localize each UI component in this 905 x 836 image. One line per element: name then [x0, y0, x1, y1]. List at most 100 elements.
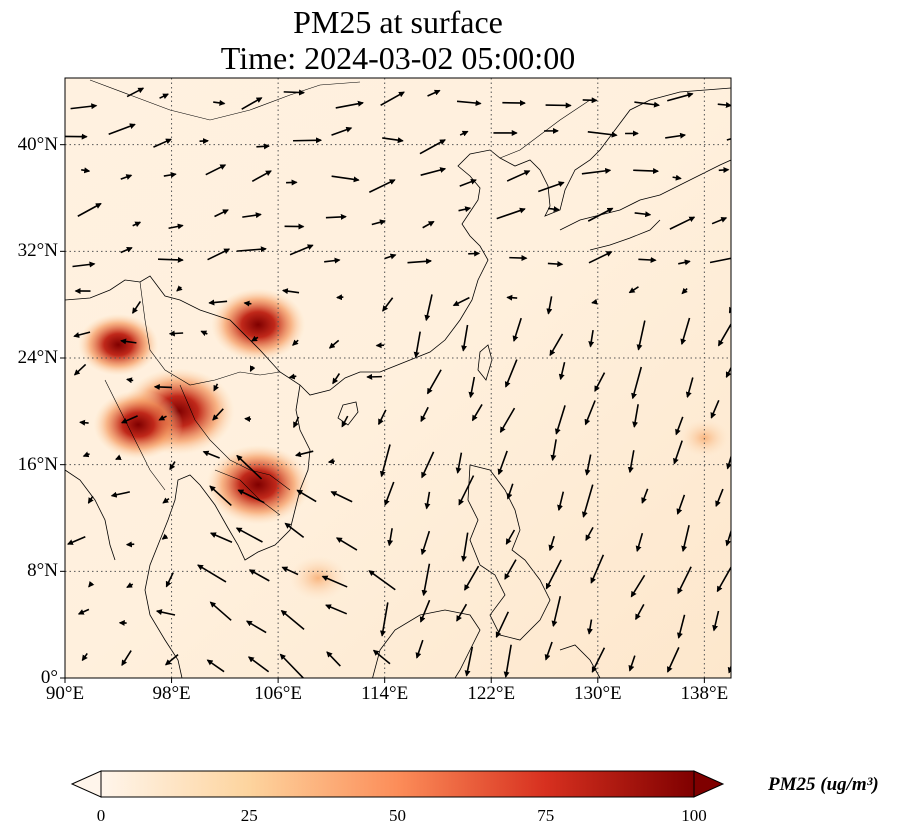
wind-arrow: [717, 102, 731, 108]
wind-arrow: [627, 450, 635, 474]
wind-arrow: [558, 361, 566, 381]
wind-arrow: [419, 599, 431, 623]
wind-arrow: [591, 298, 598, 305]
wind-arrow: [420, 530, 431, 556]
wind-arrow: [587, 131, 618, 138]
wind-arrow: [677, 566, 692, 595]
y-tick-label: 40°N: [17, 133, 58, 155]
map-frame: [64, 77, 732, 679]
wind-arrow: [247, 656, 270, 673]
pm25-hotspot: [93, 390, 184, 460]
wind-arrow: [387, 528, 394, 547]
wind-arrow: [426, 369, 442, 395]
gridlines: [65, 78, 731, 678]
wind-arrow: [289, 244, 314, 256]
wind-arrow: [452, 296, 470, 307]
wind-arrow: [459, 130, 469, 137]
wind-arrow: [716, 566, 731, 593]
country-borders: [89, 79, 591, 516]
wind-arrow: [202, 450, 220, 459]
wind-arrow: [158, 414, 167, 421]
wind-arrow: [461, 324, 469, 352]
wind-arrow: [125, 541, 135, 548]
wind-arrow: [327, 458, 335, 465]
wind-arrow: [628, 286, 639, 294]
wind-arrow: [506, 294, 518, 301]
wind-arrow: [77, 608, 90, 615]
wind-arrow: [132, 301, 142, 314]
wind-arrow: [87, 495, 94, 504]
colorbar-min-extend: [70, 770, 102, 798]
wind-arrow: [371, 219, 386, 226]
wind-arrow: [81, 167, 91, 174]
wind-arrow: [237, 489, 265, 504]
wind-arrow: [197, 564, 227, 583]
wind-vectors: [65, 87, 731, 678]
wind-arrow: [115, 454, 122, 460]
wind-arrow: [672, 174, 682, 181]
wind-arrow: [256, 143, 270, 150]
wind-arrow: [588, 251, 613, 264]
wind-arrow: [126, 582, 134, 588]
wind-arrow: [328, 339, 340, 349]
wind-arrow: [635, 532, 644, 553]
wind-arrow: [77, 202, 102, 217]
map-title-line2: Time: 2024-03-02 05:00:00: [220, 40, 576, 76]
y-tick-label: 32°N: [17, 240, 58, 262]
wind-arrow: [213, 383, 219, 392]
wind-arrow: [242, 212, 262, 219]
wind-arrow: [120, 415, 138, 424]
wind-arrow: [73, 331, 91, 338]
wind-arrow: [335, 100, 364, 109]
wind-arrow: [669, 216, 696, 230]
wind-arrow: [293, 137, 323, 144]
wind-arrow: [279, 653, 305, 678]
wind-arrow: [159, 93, 169, 100]
wind-arrow: [251, 170, 272, 182]
wind-arrow: [594, 372, 606, 392]
wind-arrow: [245, 620, 267, 634]
wind-arrow: [120, 338, 137, 345]
wind-arrow: [296, 489, 317, 503]
wind-arrow: [459, 178, 477, 187]
wind-arrow: [162, 497, 170, 504]
wind-arrow: [634, 101, 660, 108]
wind-arrow: [208, 299, 228, 306]
wind-arrow: [504, 559, 517, 580]
colorbar-tick-label: 100: [681, 806, 707, 825]
wind-arrow: [422, 220, 435, 229]
wind-arrow: [581, 167, 612, 175]
wind-arrow: [251, 335, 259, 342]
wind-arrow: [665, 132, 687, 139]
wind-arrow: [725, 528, 731, 547]
wind-arrow: [633, 168, 660, 175]
wind-arrow: [384, 253, 397, 260]
wind-arrow: [164, 653, 179, 666]
wind-arrow: [547, 261, 564, 268]
wind-arrow: [126, 87, 145, 98]
wind-arrow: [554, 405, 566, 435]
y-tick-label: 16°N: [17, 453, 58, 475]
x-tick-label: 138°E: [680, 683, 729, 704]
wind-arrow: [419, 139, 446, 155]
wind-arrow: [153, 138, 172, 148]
wind-arrow: [241, 97, 263, 110]
wind-arrow: [503, 644, 512, 678]
wind-arrow: [585, 526, 594, 542]
wind-arrow: [726, 135, 731, 142]
wind-arrow: [368, 570, 396, 591]
wind-arrow: [636, 320, 646, 351]
y-tick-label: 8°N: [27, 560, 58, 582]
colorbar-label: PM25 (ug/m³): [768, 774, 879, 795]
wind-arrow: [675, 416, 684, 436]
wind-arrow: [506, 170, 531, 182]
wind-arrow: [586, 619, 593, 635]
wind-arrow: [550, 439, 557, 462]
wind-arrow: [236, 454, 263, 480]
wind-arrow: [496, 207, 526, 220]
wind-arrow: [456, 603, 468, 622]
x-tick-label: 98°E: [152, 683, 191, 704]
wind-arrow: [330, 491, 353, 503]
wind-arrow: [280, 610, 305, 630]
